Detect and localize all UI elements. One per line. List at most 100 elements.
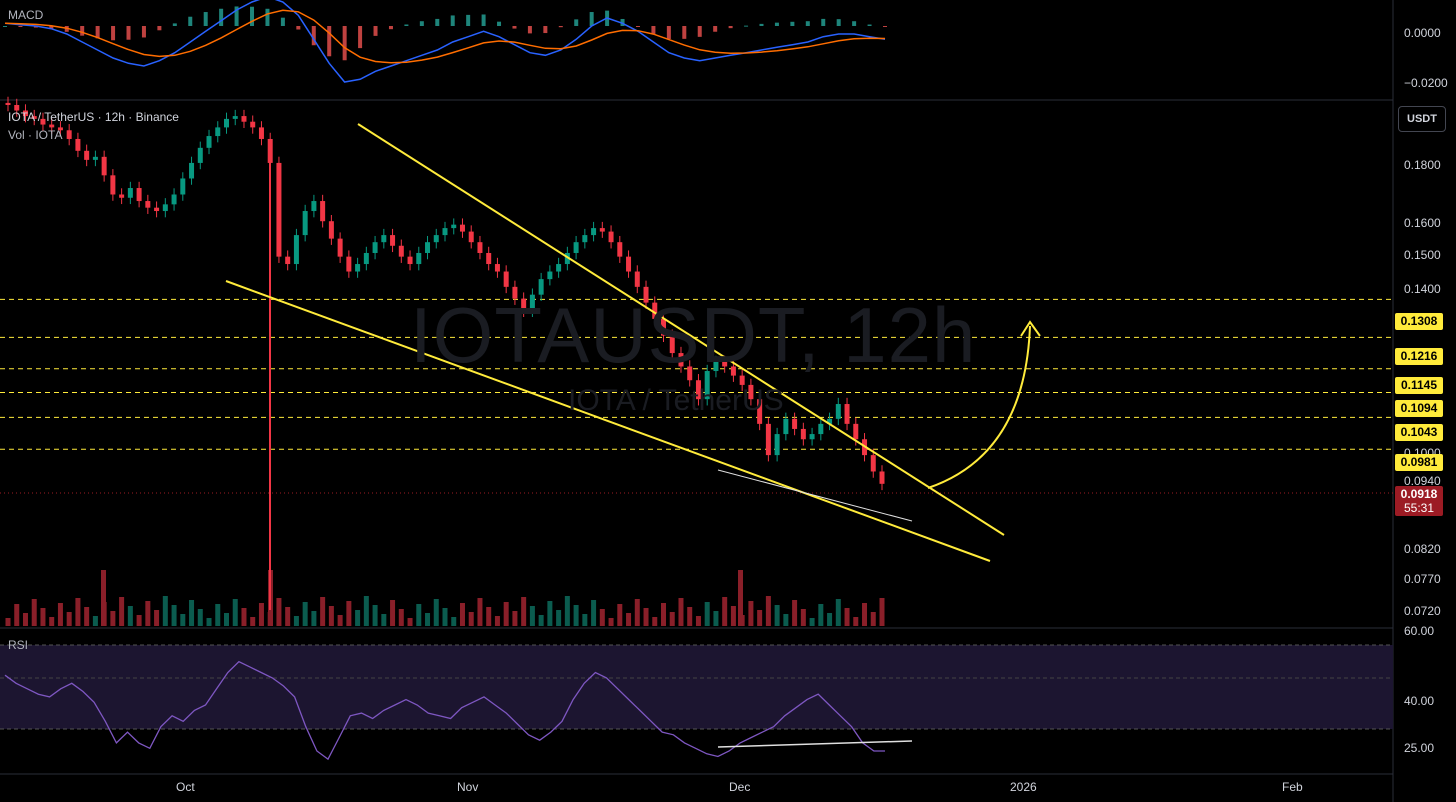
macd-histogram-bar [883,26,887,27]
volume-bar [468,612,474,626]
wedge-lower-trendline[interactable] [225,280,991,562]
macd-histogram-bar [203,12,208,26]
candle-body [783,418,789,435]
breakout-arrow[interactable] [927,325,1031,489]
candle-body [154,207,160,212]
volume-bar [792,600,798,626]
level-tag[interactable]: 0.1308 [1395,313,1443,330]
price-axis-label: 0.1800 [1404,158,1441,172]
candle-body [556,264,562,272]
macd-histogram-bar [188,16,193,26]
symbol-title[interactable]: IOTA / TetherUS · 12h · Binance [8,110,179,124]
candle-body [853,423,859,440]
candle-body [285,256,291,265]
macd-histogram-bar [635,26,640,27]
candle-body [433,235,439,243]
divergence-price-line[interactable] [717,469,913,522]
rsi-axis-label: 60.00 [1404,624,1435,638]
macd-histogram-bar [404,24,409,26]
macd-histogram-bar [419,21,424,26]
rsi-axis-label: 40.00 [1404,694,1435,708]
level-tag[interactable]: 0.1043 [1395,424,1443,441]
volume-bar [171,605,177,626]
macd-histogram-bar [774,22,779,26]
volume-bar [809,618,815,626]
volume-bar [757,610,763,626]
macd-histogram-bar [497,21,502,26]
volume-bar [206,618,212,626]
wedge-upper-trendline[interactable] [357,123,1005,536]
macd-histogram-bar [821,18,826,26]
candle-body [381,235,387,243]
volume-bar [425,613,431,626]
candle-body [66,130,72,139]
candle-body [704,371,710,400]
macd-series [3,0,887,83]
volume-bar [433,599,439,626]
level-tag[interactable]: 0.0981 [1395,454,1443,471]
volume-bar [634,599,640,626]
candle-body [529,294,535,311]
volume-bar [154,610,160,626]
candle-body [355,264,361,272]
macd-histogram-bar [481,14,486,26]
macd-histogram-bar [836,19,841,26]
macd-histogram-bar [373,26,378,36]
candle-body [398,245,404,257]
level-tag[interactable]: 0.1145 [1395,377,1443,394]
volume-bar [162,596,168,626]
macd-histogram-bar [250,6,255,26]
divergence-rsi-line[interactable] [717,740,913,748]
volume-bar [477,598,483,626]
volume-bar [110,611,116,626]
candle-body [215,127,221,137]
candle-body [250,121,256,128]
volume-bar [224,613,229,626]
volume-bar [608,618,614,626]
macd-axis-label: 0.0000 [1404,26,1441,40]
candle-body [302,211,308,236]
macd-histogram-bar [95,26,100,39]
macd-histogram-bar [666,26,671,40]
candle-body [626,256,632,272]
volume-bar [870,612,876,626]
volume-bar [250,617,256,626]
currency-button[interactable]: USDT [1398,106,1446,132]
macd-histogram-bar [3,26,7,27]
volume-bar [652,617,658,626]
volume-bar [529,606,535,626]
volume-bar [145,601,151,626]
candle-body [258,127,264,139]
macd-histogram-bar [280,17,285,26]
price-axis-label: 0.1400 [1404,282,1441,296]
candle-body [451,224,457,229]
volume-bar [127,606,133,626]
macd-histogram-bar [589,12,594,26]
candle-body [827,418,833,424]
candle-body [757,399,763,424]
level-tag[interactable]: 0.1094 [1395,400,1443,417]
candle-body [5,102,11,105]
volume-bar [713,611,719,626]
macd-histogram-bar [234,6,239,27]
candle-body [634,271,640,287]
level-tag[interactable]: 0.1216 [1395,348,1443,365]
volume-bar [241,608,247,626]
volume-bar [49,617,55,626]
volume-bar [31,599,37,626]
rsi-line [4,660,885,761]
macd-histogram-bar [327,26,332,57]
volume-bar [862,603,868,626]
candle-body [564,252,570,265]
macd-histogram-bar [620,18,625,26]
candle-body [582,235,588,243]
volume-bar [503,602,509,626]
candle-body [110,175,116,195]
macd-histogram-bar [744,25,749,27]
volume-bar [494,616,500,626]
macd-histogram-bar [574,19,579,26]
candle-body [792,418,798,429]
candle-body [276,162,282,257]
candle-body [206,136,212,148]
